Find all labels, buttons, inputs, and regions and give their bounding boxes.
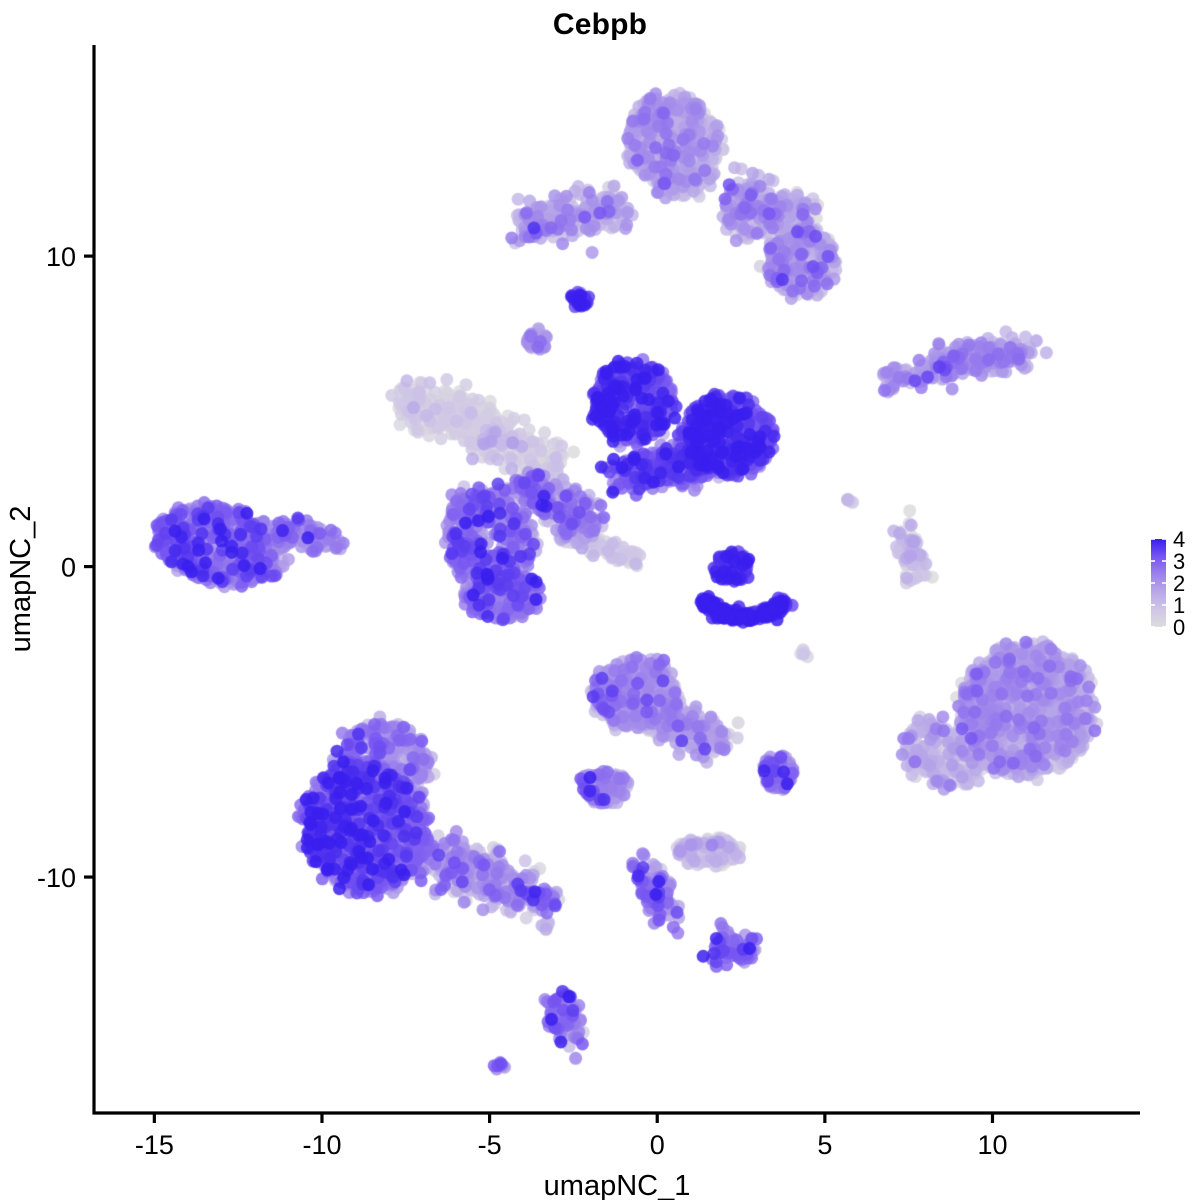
x-tick-label: 10 bbox=[977, 1130, 1007, 1160]
y-tick-label: 0 bbox=[61, 553, 76, 583]
x-axis-title: umapNC_1 bbox=[544, 1170, 691, 1200]
x-tick-label: -15 bbox=[135, 1130, 174, 1160]
x-tick-label: 5 bbox=[817, 1130, 832, 1160]
y-axis-ticks: 10 0 -10 bbox=[37, 242, 94, 893]
legend-label: 4 bbox=[1173, 527, 1185, 552]
legend-label: 3 bbox=[1173, 549, 1185, 574]
legend-tick-marks bbox=[1151, 538, 1166, 628]
x-tick-label: -10 bbox=[302, 1130, 341, 1160]
x-tick-label: 0 bbox=[650, 1130, 665, 1160]
y-tick-label: -10 bbox=[37, 863, 76, 893]
y-axis-title: umapNC_2 bbox=[5, 506, 37, 653]
legend-label: 0 bbox=[1173, 615, 1185, 640]
y-tick-label: 10 bbox=[46, 242, 76, 272]
x-tick-label: -5 bbox=[478, 1130, 502, 1160]
legend-label: 1 bbox=[1173, 593, 1185, 618]
x-axis-ticks: -15 -10 -5 0 5 10 bbox=[135, 1113, 1008, 1160]
axis-lines bbox=[92, 45, 1140, 1115]
legend-label: 2 bbox=[1173, 571, 1185, 596]
